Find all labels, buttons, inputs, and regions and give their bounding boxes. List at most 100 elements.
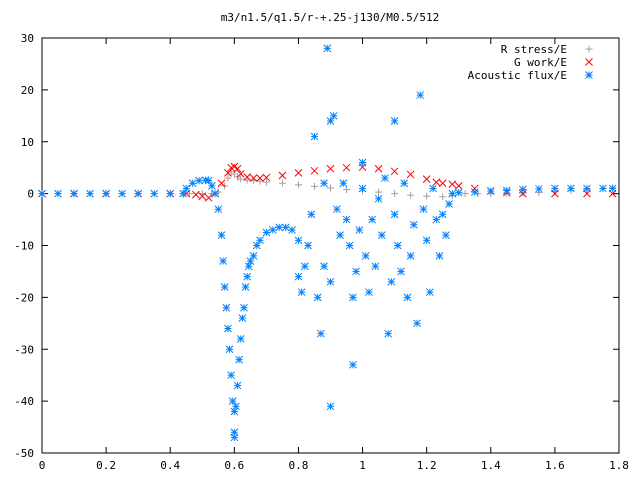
data-point <box>470 188 479 196</box>
data-point <box>211 189 219 198</box>
legend-label: Acoustic flux/E <box>468 69 567 82</box>
data-point <box>368 215 377 224</box>
data-point <box>220 283 229 291</box>
data-point <box>243 272 252 281</box>
data-point <box>442 231 450 239</box>
data-point <box>323 44 332 53</box>
x-tick-label: 1.6 <box>545 459 565 472</box>
y-tick-label: -10 <box>14 240 34 253</box>
data-point <box>406 170 415 179</box>
data-point <box>281 223 290 232</box>
x-tick-label: 1.2 <box>417 459 437 472</box>
data-point <box>432 178 441 187</box>
data-point <box>486 187 495 195</box>
x-tick-label: 1.8 <box>609 459 629 472</box>
data-point <box>275 223 284 232</box>
y-tick-label: -30 <box>14 343 34 356</box>
data-point <box>403 293 412 302</box>
data-point <box>374 164 383 173</box>
data-point <box>327 184 334 192</box>
data-point <box>195 176 203 185</box>
y-tick-label: -40 <box>14 395 34 408</box>
data-point <box>230 407 239 416</box>
data-point <box>134 189 143 198</box>
data-point <box>413 319 421 328</box>
data-point <box>390 210 399 219</box>
data-point <box>268 226 277 234</box>
data-point <box>54 189 62 198</box>
data-point <box>219 257 227 265</box>
x-tick-label: 0.8 <box>289 459 309 472</box>
legend-marker <box>585 71 593 79</box>
data-point <box>246 257 255 265</box>
data-point <box>225 345 234 354</box>
data-point <box>470 184 479 193</box>
data-point <box>397 267 405 276</box>
data-point <box>243 173 252 181</box>
data-point <box>435 252 444 260</box>
data-point <box>236 335 245 343</box>
data-point <box>439 193 447 201</box>
data-point <box>349 293 357 302</box>
data-point <box>423 192 431 200</box>
data-point <box>352 267 360 276</box>
x-tick-label: 1.4 <box>481 459 501 472</box>
data-point <box>86 189 94 198</box>
data-point <box>454 188 463 197</box>
data-point <box>294 272 303 281</box>
data-point <box>448 180 457 189</box>
data-point <box>393 241 402 250</box>
data-point <box>228 397 237 405</box>
data-point <box>416 91 425 99</box>
data-point <box>233 164 242 173</box>
data-point <box>422 175 431 183</box>
data-point <box>583 184 591 193</box>
data-point <box>249 174 258 182</box>
data-point <box>381 174 389 182</box>
data-point <box>233 381 242 390</box>
data-point <box>102 189 110 198</box>
data-point <box>217 179 226 188</box>
data-point <box>310 182 318 190</box>
data-point <box>374 194 383 203</box>
legend-label: R stress/E <box>501 43 567 56</box>
data-point <box>445 200 453 208</box>
data-point <box>358 184 367 193</box>
x-tick-label: 0 <box>39 459 46 472</box>
data-point <box>297 288 306 297</box>
data-point <box>307 210 316 219</box>
data-point <box>262 178 270 186</box>
data-point <box>118 189 126 198</box>
data-point <box>551 184 559 193</box>
data-point <box>387 277 396 286</box>
data-point <box>222 303 231 312</box>
y-tick-label: -50 <box>14 447 34 460</box>
y-tick-label: -20 <box>14 291 34 304</box>
legend-marker <box>585 58 593 66</box>
data-point <box>361 252 370 260</box>
data-point <box>438 210 447 219</box>
data-point <box>256 174 264 182</box>
data-point <box>375 188 383 196</box>
data-point <box>320 262 328 271</box>
y-tick-label: 20 <box>21 84 34 97</box>
data-point <box>320 179 328 188</box>
x-tick-label: 1 <box>359 459 366 472</box>
data-point <box>179 189 187 198</box>
data-point <box>349 360 357 369</box>
x-tick-label: 0.4 <box>160 459 180 472</box>
x-tick-label: 0.6 <box>224 459 244 472</box>
data-point <box>422 236 431 245</box>
plot-border <box>41 37 620 454</box>
data-point <box>365 288 373 297</box>
legend-marker <box>585 45 593 53</box>
data-point <box>304 241 312 250</box>
data-point <box>243 176 251 184</box>
data-point <box>238 314 247 322</box>
data-point <box>235 355 243 364</box>
data-point <box>301 262 309 271</box>
y-tick-label: 10 <box>21 136 34 149</box>
data-point <box>310 132 319 141</box>
axes: 0 0.2 0.4 0.6 0.8 1 1.2 1.4 1.6 1.8 -50 -40 -30 -20 -1… <box>14 32 629 472</box>
